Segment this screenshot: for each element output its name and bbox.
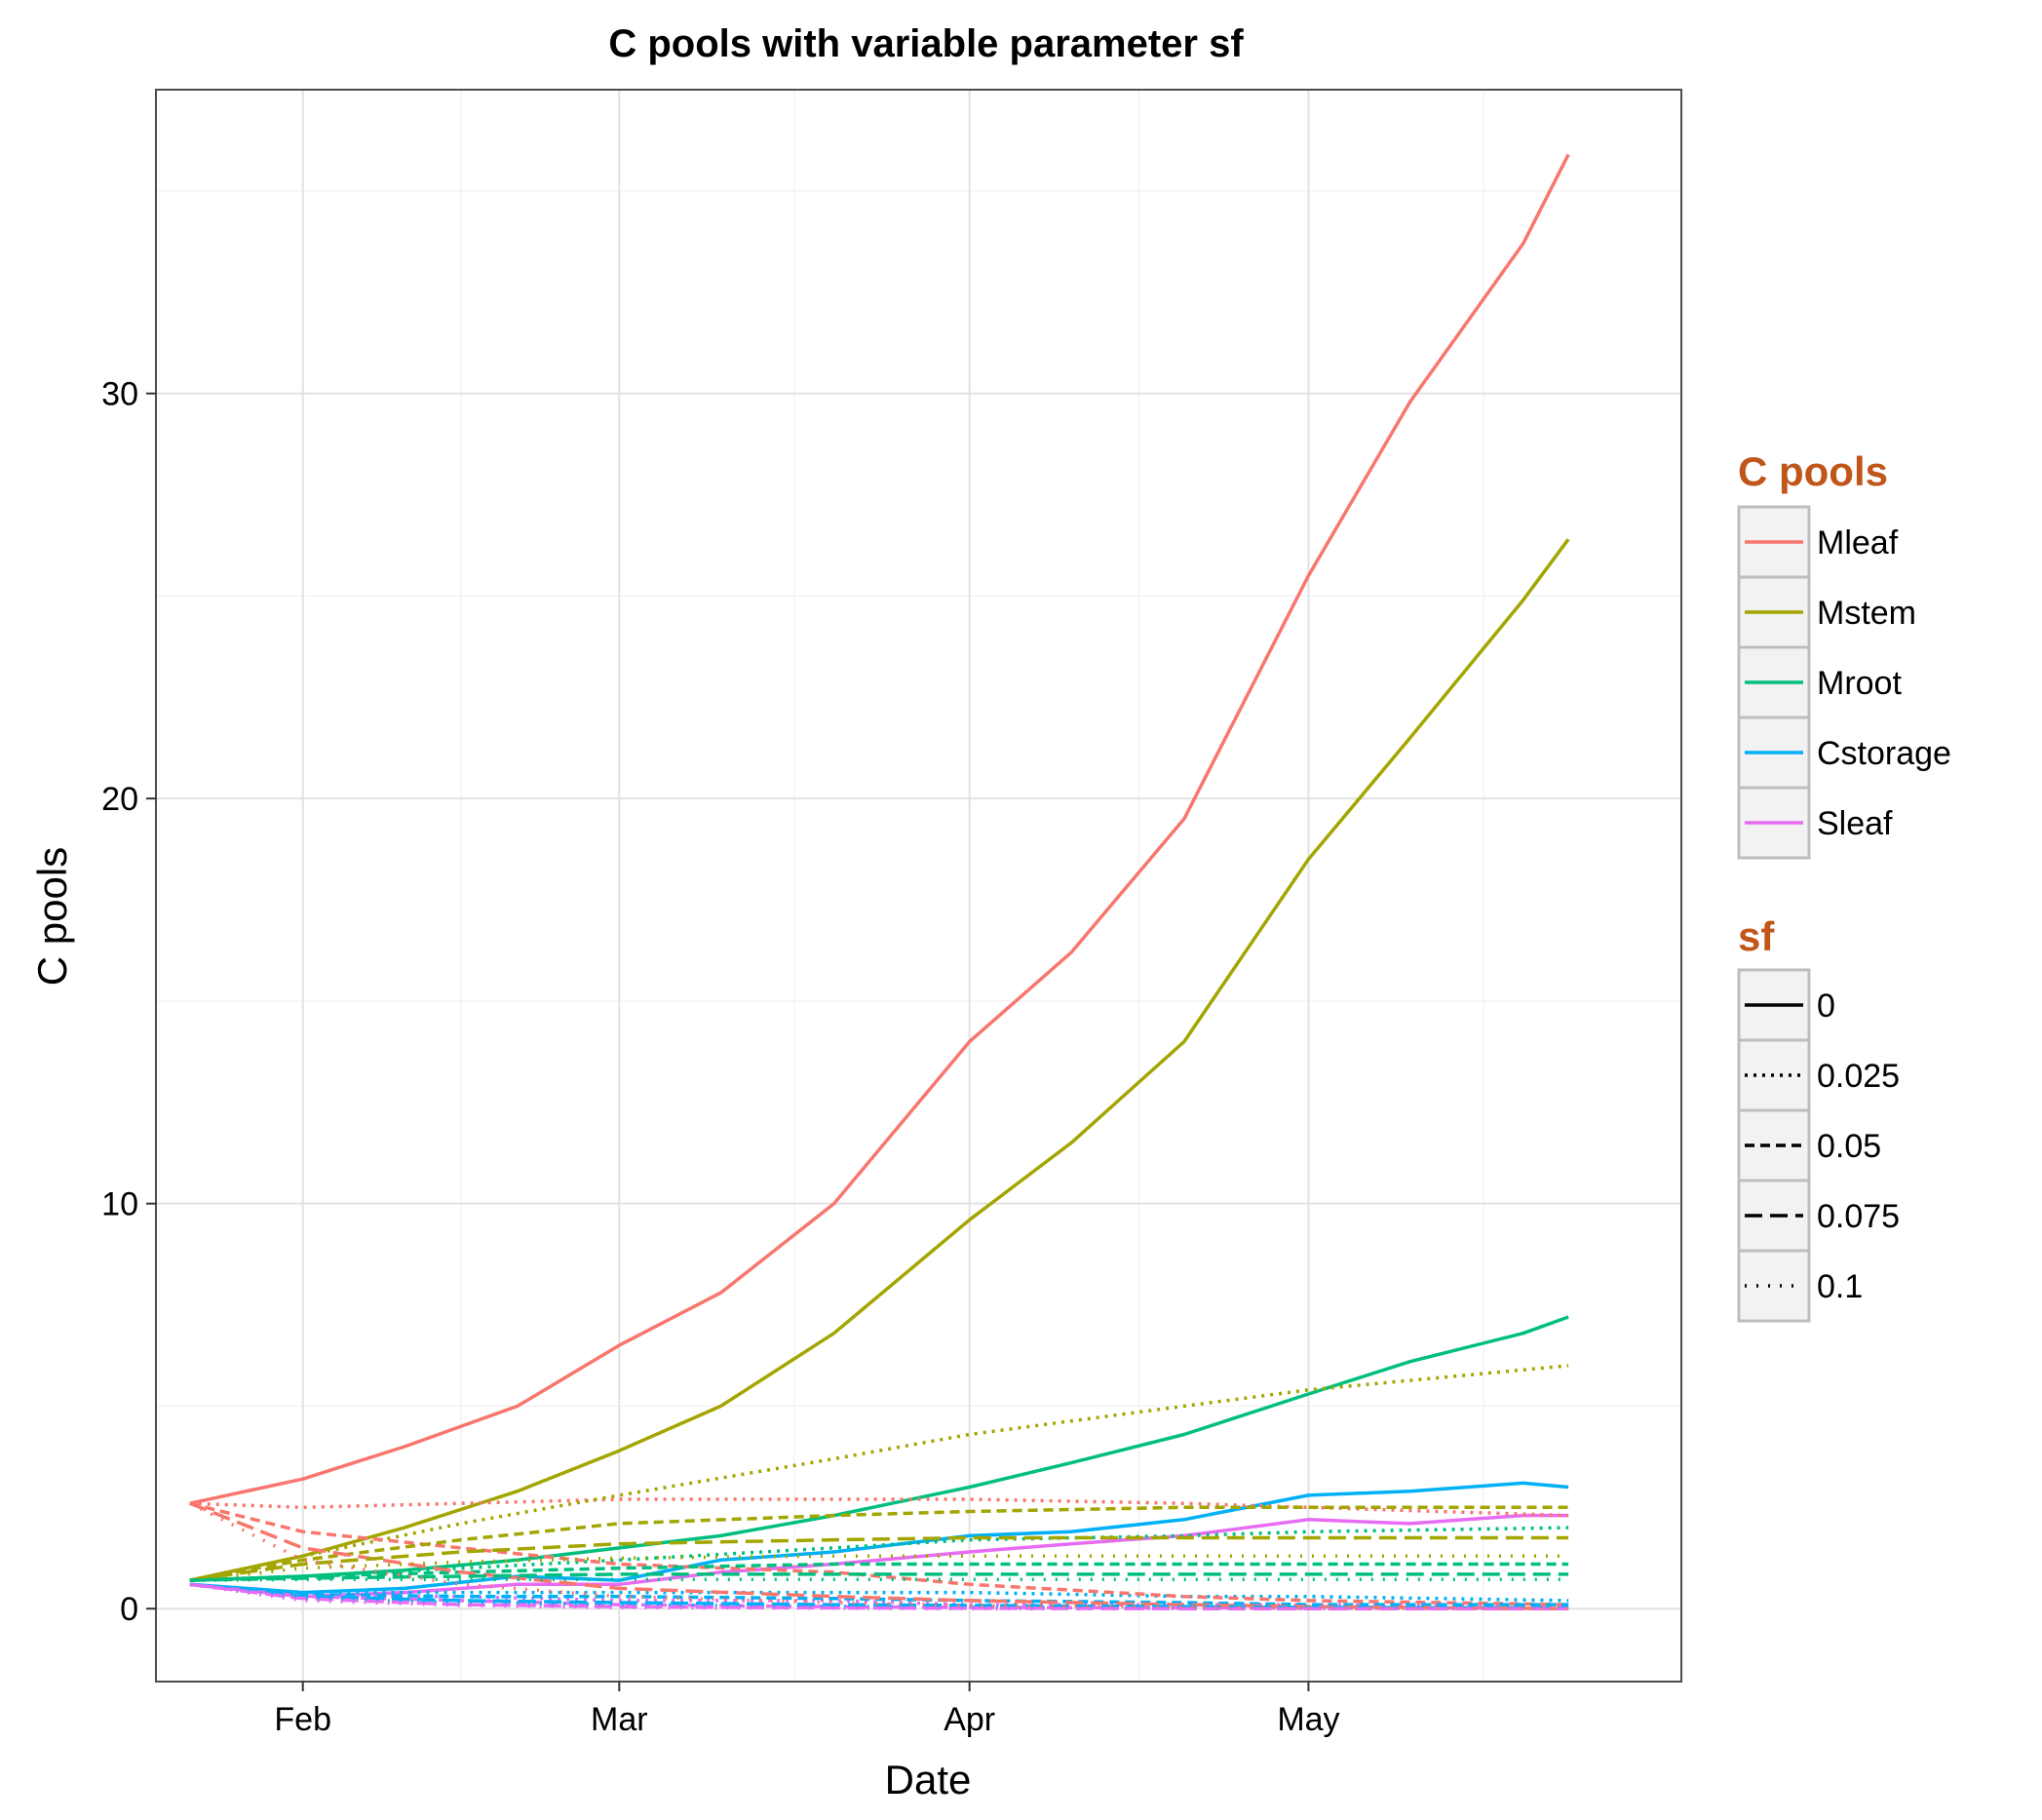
legend-key-box [1737, 1249, 1811, 1323]
series-line-mroot-sf-0 [189, 1315, 1569, 1582]
series-line-cstorage-sf-0_1 [189, 1582, 1569, 1610]
legend-label-sf-0_05: 0.05 [1817, 1128, 1881, 1165]
y-tick-label: 0 [120, 1591, 138, 1628]
legend-sf: sf 0 0.025 0.05 0.075 0.1 [1737, 913, 1900, 1323]
legend-label-sleaf: Sleaf [1817, 805, 1893, 842]
legend-label-cstorage: Cstorage [1817, 735, 1951, 772]
legend-label-sf-0_075: 0.075 [1817, 1198, 1900, 1235]
series-line-mstem-sf-0_05 [189, 1505, 1569, 1582]
series-line-mroot-sf-0_1 [189, 1577, 1569, 1582]
legend-c-pools: C pools Mleaf Mstem Mroot Cstorage Sleaf [1737, 448, 1951, 860]
series-line-mstem-sf-0_1 [189, 1554, 1569, 1582]
legend-label-mroot: Mroot [1817, 665, 1902, 702]
legend-label-sf-0_1: 0.1 [1817, 1268, 1863, 1305]
plot-background [156, 90, 1681, 1682]
series-lines [189, 153, 1570, 1610]
y-tick-label: 30 [101, 376, 138, 413]
legend-sf-title: sf [1738, 913, 1775, 959]
series-line-mleaf-sf-0 [189, 153, 1570, 1505]
series-line-cstorage-sf-0_05 [189, 1582, 1569, 1607]
legend-label-mstem: Mstem [1817, 595, 1916, 632]
chart-title: C pools with variable parameter sf [608, 22, 1244, 65]
legend-label-sf-0: 0 [1817, 987, 1835, 1025]
series-line-mroot-sf-0_075 [189, 1572, 1569, 1582]
series-line-mstem-sf-0 [189, 538, 1570, 1582]
series-line-mstem-sf-0_025 [189, 1364, 1569, 1582]
legend-label-sf-0_025: 0.025 [1817, 1058, 1900, 1095]
plot-border [155, 89, 1682, 1683]
legend-label-mleaf: Mleaf [1817, 524, 1899, 561]
x-tick-label: May [1277, 1701, 1339, 1738]
x-axis-label: Date [885, 1757, 972, 1802]
plot-panel [155, 89, 1682, 1683]
series-line-sleaf-sf-0 [189, 1513, 1569, 1599]
y-axis-label: C pools [29, 847, 75, 986]
x-tick-label: Feb [274, 1701, 331, 1738]
series-line-mroot-sf-0_05 [189, 1562, 1569, 1582]
series-line-mleaf-sf-0_05 [189, 1501, 1569, 1607]
y-tick-label: 20 [101, 781, 138, 818]
axes-layer: Feb Mar Apr May 0 10 20 30 [101, 376, 1339, 1738]
series-line-mstem-sf-0_075 [189, 1535, 1569, 1582]
x-tick-label: Mar [591, 1701, 648, 1738]
x-tick-label: Apr [944, 1701, 995, 1738]
legend-c-pools-title: C pools [1738, 448, 1888, 494]
y-tick-label: 10 [101, 1186, 138, 1223]
